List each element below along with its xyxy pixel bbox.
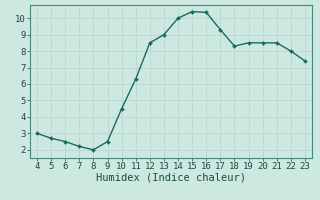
X-axis label: Humidex (Indice chaleur): Humidex (Indice chaleur) <box>96 173 246 183</box>
